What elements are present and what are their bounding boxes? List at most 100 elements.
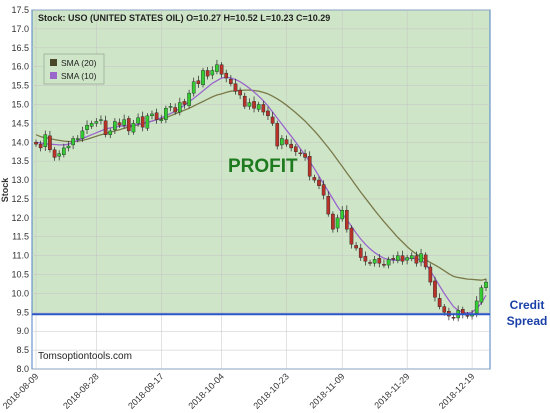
candle-body-down — [242, 95, 247, 107]
candle-body-up — [210, 70, 215, 76]
candlestick — [224, 69, 229, 83]
candlestick — [307, 151, 312, 181]
candlestick — [233, 78, 238, 95]
candlestick — [122, 114, 126, 129]
candlestick — [89, 120, 94, 130]
candle-body-down — [437, 298, 442, 307]
candle-body-up — [113, 121, 117, 130]
candlestick — [400, 250, 405, 265]
candlestick — [34, 139, 38, 147]
credit-spread-label-line1: Credit — [510, 298, 545, 312]
y-tick-label: 9.5 — [16, 307, 29, 317]
candlestick — [247, 98, 252, 110]
candle-body-down — [414, 255, 419, 264]
candlestick — [428, 263, 433, 286]
candlestick — [187, 89, 191, 109]
candle-body-down — [331, 213, 335, 230]
candlesticks — [34, 59, 488, 322]
candle-body-up — [168, 106, 173, 108]
candlestick — [345, 205, 349, 233]
candle-body-up — [145, 115, 150, 129]
candle-body-down — [229, 78, 233, 84]
candlestick — [405, 254, 409, 265]
candlestick — [358, 243, 363, 261]
candle-body-down — [303, 153, 307, 158]
y-tick-label: 15.0 — [11, 99, 29, 109]
y-tick-label: 17.0 — [11, 24, 29, 34]
y-tick-label: 10.0 — [11, 288, 29, 298]
candlestick — [368, 259, 372, 266]
candle-body-down — [354, 245, 358, 249]
candlestick — [145, 113, 150, 131]
candlestick — [94, 118, 99, 127]
candlestick — [210, 66, 215, 80]
candlestick — [372, 256, 377, 267]
candle-body-down — [233, 83, 238, 92]
candlestick — [326, 191, 331, 217]
candlestick — [409, 252, 414, 262]
candle-body-up — [108, 130, 113, 135]
y-tick-label: 8.5 — [16, 345, 29, 355]
candle-body-up — [386, 259, 391, 266]
candle-body-up — [340, 210, 345, 220]
candlestick — [117, 118, 122, 128]
candle-body-up — [484, 281, 488, 288]
candlestick — [377, 254, 382, 268]
candle-body-up — [136, 117, 140, 124]
candle-body-up — [479, 287, 484, 303]
candlestick — [484, 278, 488, 292]
candle-body-down — [238, 89, 242, 96]
candlestick — [168, 102, 173, 112]
candlestick — [396, 251, 400, 264]
candlestick — [284, 135, 289, 147]
candle-body-down — [377, 258, 382, 264]
y-tick-label: 10.5 — [11, 270, 29, 280]
candlestick — [303, 149, 307, 161]
candle-body-up — [187, 92, 191, 106]
candlestick — [57, 150, 62, 161]
candle-body-up — [99, 119, 103, 121]
candle-body-up — [201, 70, 205, 86]
candlestick — [215, 59, 219, 75]
candlestick — [238, 87, 242, 100]
candle-body-down — [261, 104, 266, 113]
candlestick — [256, 101, 261, 113]
candle-body-down — [219, 64, 224, 75]
candlestick — [126, 115, 131, 136]
candle-body-up — [419, 253, 423, 263]
profit-annotation: PROFIT — [228, 156, 298, 177]
candle-body-up — [71, 138, 75, 146]
candlestick — [293, 144, 298, 156]
y-tick-label: 16.0 — [11, 62, 29, 72]
y-tick-label: 9.0 — [16, 326, 29, 336]
candlestick — [131, 119, 136, 135]
candle-body-up — [75, 138, 80, 140]
candlestick — [43, 130, 48, 151]
y-tick-label: 11.0 — [12, 251, 29, 261]
candlestick — [437, 293, 442, 310]
y-tick-label: 12.5 — [11, 194, 29, 204]
candle-body-up — [256, 104, 261, 110]
profit-zone-shading — [32, 10, 490, 315]
candle-body-down — [154, 112, 159, 120]
candle-body-down — [34, 142, 38, 145]
credit-spread-label-line2: Spread — [507, 314, 548, 328]
candle-body-down — [298, 152, 303, 155]
credit-spread-annotation: Credit Spread — [507, 298, 548, 328]
candlestick — [177, 97, 182, 116]
candle-body-up — [62, 147, 66, 155]
y-tick-label: 14.5 — [11, 118, 29, 128]
candlestick — [349, 225, 354, 249]
candlestick — [108, 128, 113, 139]
candlestick — [191, 77, 196, 97]
legend: SMA (20) SMA (10) — [43, 53, 105, 85]
candle-body-down — [312, 177, 317, 181]
candlestick — [414, 251, 419, 267]
candlestick — [52, 147, 57, 161]
candlestick — [423, 252, 428, 270]
candlestick — [173, 103, 177, 115]
candle-body-down — [317, 179, 321, 186]
candle-body-up — [57, 153, 62, 157]
y-axis-title: Stock — [0, 177, 10, 203]
candle-body-down — [363, 256, 368, 262]
